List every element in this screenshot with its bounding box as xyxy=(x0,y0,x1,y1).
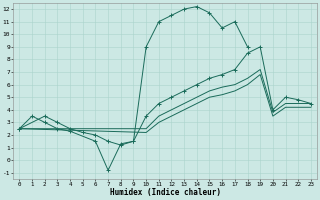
X-axis label: Humidex (Indice chaleur): Humidex (Indice chaleur) xyxy=(110,188,220,197)
